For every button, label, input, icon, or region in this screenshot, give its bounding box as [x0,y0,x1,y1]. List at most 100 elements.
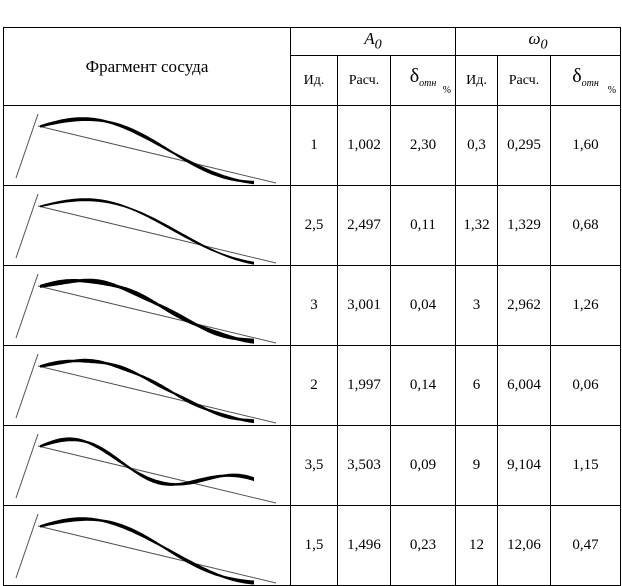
cell-value: 2 [310,377,318,393]
cell-value: 3,503 [347,457,381,473]
group-subscript: 0 [540,37,547,53]
group-symbol: ω [528,29,540,48]
data-cell: 0,06 [551,346,621,426]
sketch-stroke [38,366,276,423]
data-row: 1,51,4960,231212,060,47 [4,506,621,586]
cell-value: 1,32 [463,217,489,233]
delta-subscript: отн [582,78,599,89]
delta-symbol: δ [572,65,581,87]
cell-value: 2,962 [507,297,541,313]
data-cell: 2,497 [338,186,391,266]
fragment-header: Фрагмент сосуда [4,28,291,106]
sketch-stroke [40,198,254,265]
data-cell: 2,962 [498,266,551,346]
cell-value: 0,3 [467,137,486,153]
cell-value: 9,104 [507,457,541,473]
sketch-stroke [40,517,254,584]
cell-value: 1,997 [347,377,381,393]
data-cell: 3 [456,266,498,346]
data-cell: 0,3 [456,106,498,186]
column-header: Расч. [498,56,551,106]
cell-value: 12 [469,537,484,553]
data-cell: 1,329 [498,186,551,266]
cell-value: 1,15 [572,457,598,473]
sketch-stroke [16,274,38,338]
data-cell: 1,15 [551,426,621,506]
data-cell: 1,60 [551,106,621,186]
page: {"table": { "header": { "fragment": "Фра… [0,0,622,585]
column-header: δотн% [391,56,456,106]
sketch-cell [4,506,291,586]
data-cell: 0,295 [498,106,551,186]
data-cell: 1,26 [551,266,621,346]
data-row: 2,52,4970,111,321,3290,68 [4,186,621,266]
data-cell: 1,5 [291,506,338,586]
data-row: 3 3,001 0,04 3 2,962 1,26 [4,266,621,346]
sketch-stroke [16,114,38,178]
data-row: 3,5 3,503 0,09 9 9,104 1,15 [4,426,621,506]
sketch-stroke [38,526,276,583]
cell-value: 3,5 [305,457,324,473]
data-cell: 1 [291,106,338,186]
data-cell: 9,104 [498,426,551,506]
cell-value: 1,26 [572,297,598,313]
cell-value: 0,14 [410,377,436,393]
group-symbol: A [364,29,374,48]
cell-value: 0,68 [572,217,598,233]
vessel-sketch [4,186,291,265]
cell-value: 3 [473,297,481,313]
header-text: Фрагмент сосуда [86,57,209,76]
group-header: ω0 [456,28,621,56]
cell-value: 6 [473,377,481,393]
data-cell: 0,47 [551,506,621,586]
cell-value: 1 [310,137,318,153]
data-cell: 0,14 [391,346,456,426]
sketch-stroke [40,279,254,344]
cell-value: 2,30 [410,137,436,153]
sketch-stroke [16,514,38,578]
data-cell: 1,002 [338,106,391,186]
data-cell: 0,11 [391,186,456,266]
data-cell: 3,503 [338,426,391,506]
cell-value: 1,5 [305,537,324,553]
cell-value: 0,04 [410,297,436,313]
cell-value: 6,004 [507,377,541,393]
data-cell: 12,06 [498,506,551,586]
data-cell: 3,001 [338,266,391,346]
sketch-stroke [38,206,276,263]
data-cell: 1,32 [456,186,498,266]
vessel-sketch [4,266,291,345]
sketch-cell [4,106,291,186]
data-cell: 0,04 [391,266,456,346]
delta-subscript: отн [419,78,436,89]
column-text: Ид. [304,73,325,88]
sketch-cell [4,346,291,426]
vessel-sketch [4,346,291,425]
column-header: Ид. [456,56,498,106]
column-text: Расч. [349,73,379,88]
cell-value: 1,496 [347,537,381,553]
cell-value: 0,06 [572,377,598,393]
data-cell: 6,004 [498,346,551,426]
cell-value: 2,497 [347,217,381,233]
sketch-stroke [38,286,276,343]
cell-value: 3 [310,297,318,313]
group-subscript: 0 [375,37,382,53]
sketch-cell [4,266,291,346]
data-cell: 12 [456,506,498,586]
vessel-sketch [4,106,291,185]
sketch-stroke [16,434,38,498]
data-cell: 6 [456,346,498,426]
data-cell: 0,68 [551,186,621,266]
sketch-stroke [38,126,276,183]
sketch-stroke [40,359,254,423]
column-header: Ид. [291,56,338,106]
cell-value: 9 [473,457,481,473]
sketch-stroke [40,437,254,486]
sketch-cell [4,186,291,266]
column-text: Ид. [466,73,487,88]
cell-value: 0,09 [410,457,436,473]
